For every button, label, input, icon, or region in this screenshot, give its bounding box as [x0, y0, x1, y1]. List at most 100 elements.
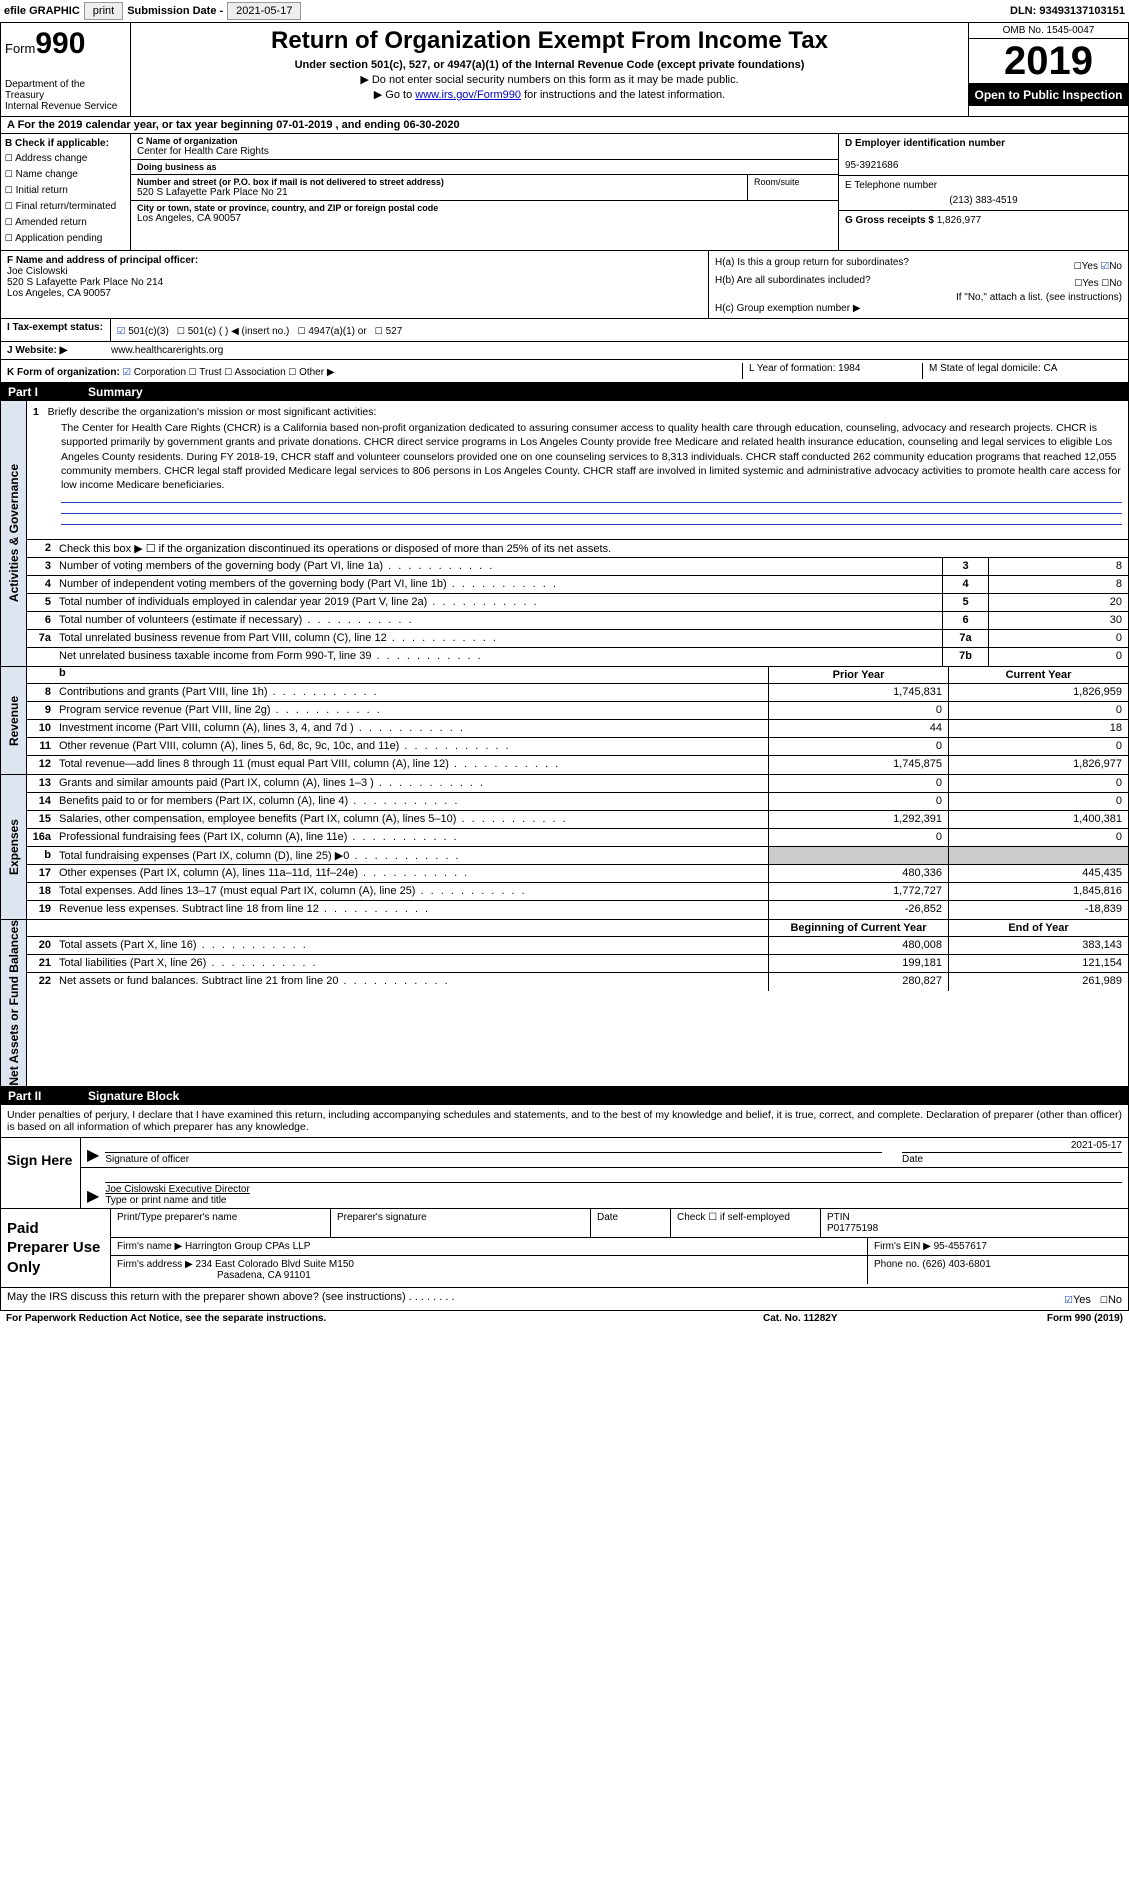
omb-number: OMB No. 1545-0047: [969, 23, 1128, 39]
table-row: Net unrelated business taxable income fr…: [27, 648, 1128, 666]
phone-cell: E Telephone number (213) 383-4519: [839, 176, 1128, 211]
ein-cell: D Employer identification number 95-3921…: [839, 134, 1128, 176]
form-title: Return of Organization Exempt From Incom…: [135, 27, 964, 55]
ptin-cell: PTINP01775198: [821, 1209, 1128, 1237]
top-bar: efile GRAPHIC print Submission Date - 20…: [0, 0, 1129, 23]
table-row: 15Salaries, other compensation, employee…: [27, 811, 1128, 829]
table-row: 17Other expenses (Part IX, column (A), l…: [27, 865, 1128, 883]
firm-ein: 95-4557617: [934, 1241, 987, 1252]
officer-name: Joe Cislowski: [7, 266, 68, 277]
table-row: 3Number of voting members of the governi…: [27, 558, 1128, 576]
col-c: C Name of organization Center for Health…: [131, 134, 838, 250]
city-state-zip: Los Angeles, CA 90057: [137, 213, 832, 224]
form-subtitle: Under section 501(c), 527, or 4947(a)(1)…: [135, 59, 964, 71]
group-return-cell: H(a) Is this a group return for subordin…: [708, 251, 1128, 318]
header-right: OMB No. 1545-0047 2019 Open to Public In…: [968, 23, 1128, 116]
netassets-tab: Net Assets or Fund Balances: [1, 920, 27, 1086]
governance-section: Activities & Governance 1 1 Briefly desc…: [0, 401, 1129, 667]
org-name-cell: C Name of organization Center for Health…: [131, 134, 838, 160]
table-row: 18Total expenses. Add lines 13–17 (must …: [27, 883, 1128, 901]
street-row: Number and street (or P.O. box if mail i…: [131, 175, 838, 201]
submission-label: Submission Date -: [127, 5, 223, 17]
table-row: 9Program service revenue (Part VIII, lin…: [27, 702, 1128, 720]
header-mid: Return of Organization Exempt From Incom…: [131, 23, 968, 116]
chk-final-return[interactable]: Final return/terminated: [5, 198, 126, 213]
form-number: Form990: [5, 27, 126, 61]
form-org-row: K Form of organization: Corporation Trus…: [0, 360, 1129, 383]
phone: (213) 383-4519: [845, 195, 1122, 206]
col-b-header: B Check if applicable:: [5, 138, 126, 149]
dln: DLN: 93493137103151: [1010, 5, 1125, 17]
mission-block: 1 1 Briefly describe the organization's …: [27, 401, 1128, 540]
table-row: 11Other revenue (Part VIII, column (A), …: [27, 738, 1128, 756]
table-row: 5Total number of individuals employed in…: [27, 594, 1128, 612]
preparer-block: Paid Preparer Use Only Print/Type prepar…: [0, 1209, 1129, 1289]
table-row: 10Investment income (Part VIII, column (…: [27, 720, 1128, 738]
firm-phone: (626) 403-6801: [922, 1259, 990, 1270]
name-title-line: ▶ Joe Cislowski Executive Director Type …: [81, 1168, 1128, 1208]
gross-receipts: 1,826,977: [937, 215, 982, 226]
year-formation: L Year of formation: 1984: [742, 363, 922, 379]
firm-name: Harrington Group CPAs LLP: [185, 1241, 310, 1252]
prep-addr-row: Firm's address ▶ 234 East Colorado Blvd …: [111, 1256, 1128, 1284]
revenue-tab: Revenue: [1, 667, 27, 774]
rev-col-headers: b Prior Year Current Year: [27, 667, 1128, 684]
header-left: Form990 Department of the Treasury Inter…: [1, 23, 131, 116]
sign-here-label: Sign Here: [1, 1138, 81, 1208]
submission-date[interactable]: 2021-05-17: [227, 2, 301, 20]
suite-cell: Room/suite: [748, 175, 838, 200]
preparer-label: Paid Preparer Use Only: [1, 1209, 111, 1288]
signature-intro: Under penalties of perjury, I declare th…: [0, 1105, 1129, 1138]
officer-cell: F Name and address of principal officer:…: [1, 251, 708, 318]
prep-header-row: Print/Type preparer's name Preparer's si…: [111, 1209, 1128, 1238]
department: Department of the Treasury Internal Reve…: [5, 79, 126, 112]
k-options: K Form of organization: Corporation Trus…: [7, 363, 742, 379]
org-name: Center for Health Care Rights: [137, 146, 832, 157]
tax-status-row: I Tax-exempt status: 501(c)(3) 501(c) ( …: [0, 319, 1129, 342]
table-row: bTotal fundraising expenses (Part IX, co…: [27, 847, 1128, 865]
officer-name-title: Joe Cislowski Executive Director Type or…: [105, 1182, 1122, 1206]
table-row: 6Total number of volunteers (estimate if…: [27, 612, 1128, 630]
table-row: 22Net assets or fund balances. Subtract …: [27, 973, 1128, 991]
form-header: Form990 Department of the Treasury Inter…: [0, 23, 1129, 117]
col-b-checkboxes: B Check if applicable: Address change Na…: [1, 134, 131, 250]
expenses-tab: Expenses: [1, 775, 27, 919]
entity-grid: B Check if applicable: Address change Na…: [0, 134, 1129, 251]
part2-header: Part II Signature Block: [0, 1087, 1129, 1105]
table-row: 20Total assets (Part X, line 16)480,0083…: [27, 937, 1128, 955]
chk-name-change[interactable]: Name change: [5, 166, 126, 181]
chk-app-pending[interactable]: Application pending: [5, 230, 126, 245]
website: www.healthcarerights.org: [111, 345, 1122, 356]
website-row: J Website: ▶ www.healthcarerights.org: [0, 342, 1129, 360]
table-row: 7aTotal unrelated business revenue from …: [27, 630, 1128, 648]
net-col-headers: Beginning of Current Year End of Year: [27, 920, 1128, 937]
ein: 95-3921686: [845, 160, 898, 171]
firm-addr: 234 East Colorado Blvd Suite M150: [196, 1259, 354, 1270]
period-row: A For the 2019 calendar year, or tax yea…: [0, 117, 1129, 134]
part1-header: Part I Summary: [0, 383, 1129, 401]
chk-initial-return[interactable]: Initial return: [5, 182, 126, 197]
col-de: D Employer identification number 95-3921…: [838, 134, 1128, 250]
governance-tab: Activities & Governance: [1, 401, 27, 666]
mission-text: The Center for Health Care Rights (CHCR)…: [61, 422, 1121, 491]
line-2: 2Check this box ▶ ☐ if the organization …: [27, 540, 1128, 558]
open-public-badge: Open to Public Inspection: [969, 84, 1128, 106]
status-options: 501(c)(3) 501(c) ( ) ◀ (insert no.) 4947…: [111, 319, 1128, 341]
city-cell: City or town, state or province, country…: [131, 201, 838, 226]
officer-group-row: F Name and address of principal officer:…: [0, 251, 1129, 319]
table-row: 12Total revenue—add lines 8 through 11 (…: [27, 756, 1128, 774]
table-row: 19Revenue less expenses. Subtract line 1…: [27, 901, 1128, 919]
chk-amended[interactable]: Amended return: [5, 214, 126, 229]
table-row: 8Contributions and grants (Part VIII, li…: [27, 684, 1128, 702]
table-row: 16aProfessional fundraising fees (Part I…: [27, 829, 1128, 847]
print-button[interactable]: print: [84, 2, 123, 20]
state-domicile: M State of legal domicile: CA: [922, 363, 1122, 379]
street-address: 520 S Lafayette Park Place No 21: [137, 187, 741, 198]
efile-label: efile GRAPHIC: [4, 5, 80, 17]
table-row: 13Grants and similar amounts paid (Part …: [27, 775, 1128, 793]
irs-link[interactable]: www.irs.gov/Form990: [415, 89, 521, 101]
chk-address-change[interactable]: Address change: [5, 150, 126, 165]
ssn-notice: ▶ Do not enter social security numbers o…: [135, 73, 964, 86]
sig-of-officer: Signature of officer: [105, 1152, 882, 1165]
dba-cell: Doing business as: [131, 160, 838, 175]
